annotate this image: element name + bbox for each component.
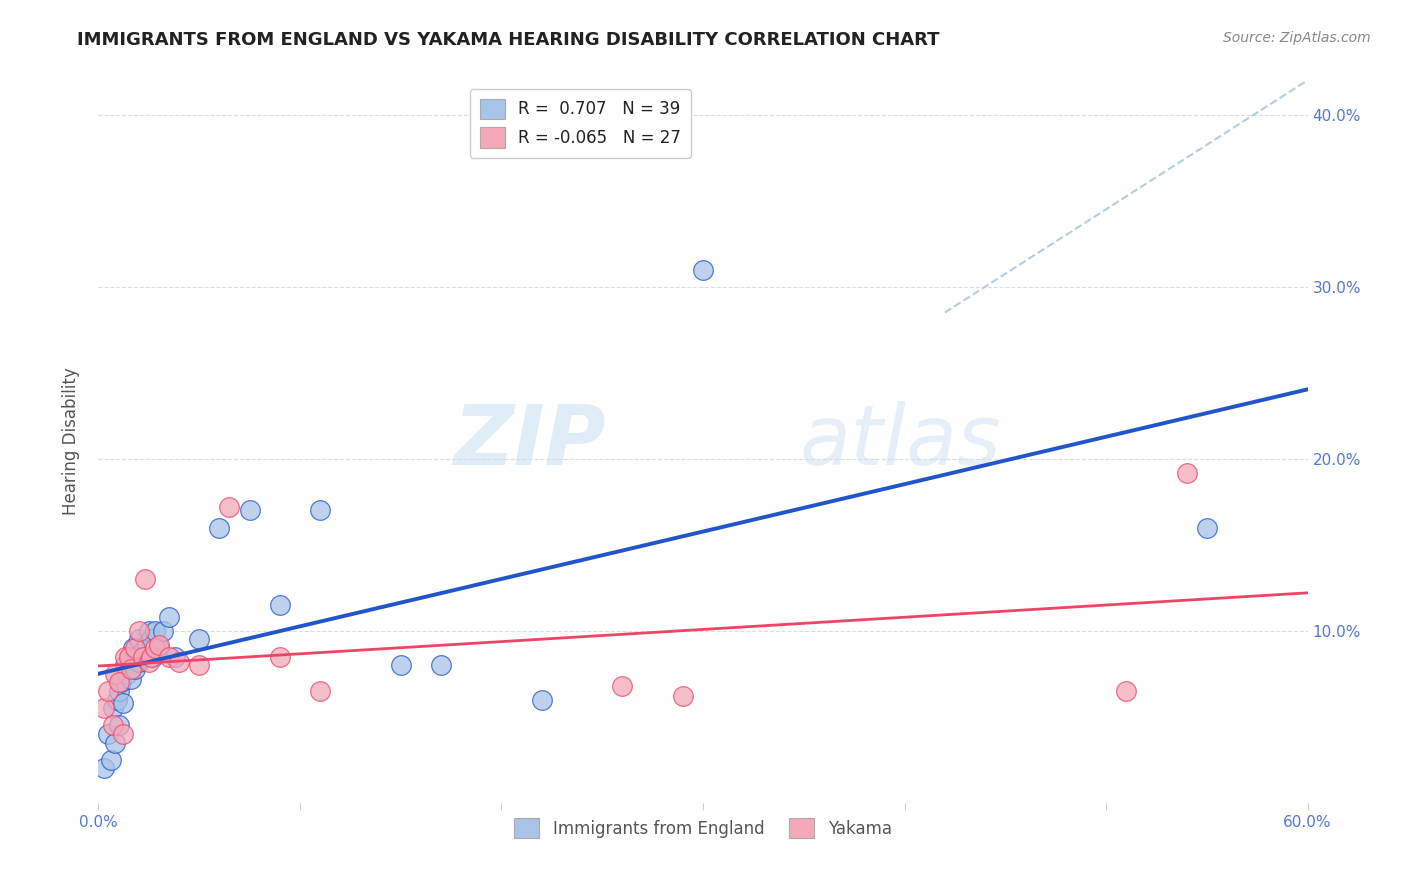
Point	[152, 624, 174, 638]
Point	[269, 649, 291, 664]
Point	[218, 500, 240, 514]
Point	[188, 658, 211, 673]
Text: Source: ZipAtlas.com: Source: ZipAtlas.com	[1223, 31, 1371, 45]
Point	[157, 610, 180, 624]
Y-axis label: Hearing Disability: Hearing Disability	[62, 368, 80, 516]
Point	[208, 520, 231, 534]
Point	[135, 638, 157, 652]
Point	[103, 735, 125, 749]
Point	[97, 727, 120, 741]
Point	[139, 649, 162, 664]
Point	[107, 684, 129, 698]
Point	[269, 598, 291, 612]
Point	[309, 684, 332, 698]
Point	[138, 624, 160, 638]
Point	[118, 649, 141, 664]
Point	[1175, 466, 1198, 480]
Point	[132, 644, 155, 658]
Point	[1115, 684, 1137, 698]
Point	[101, 718, 124, 732]
Point	[692, 262, 714, 277]
Text: atlas: atlas	[800, 401, 1001, 482]
Point	[138, 655, 160, 669]
Point	[309, 503, 332, 517]
Point	[103, 666, 125, 681]
Point	[120, 672, 142, 686]
Point	[389, 658, 412, 673]
Point	[128, 655, 150, 669]
Point	[134, 572, 156, 586]
Point	[111, 727, 134, 741]
Point	[132, 649, 155, 664]
Point	[115, 666, 138, 681]
Point	[114, 649, 136, 664]
Point	[124, 662, 146, 676]
Point	[148, 640, 170, 655]
Point	[530, 692, 553, 706]
Point	[1195, 520, 1218, 534]
Point	[111, 696, 134, 710]
Point	[93, 701, 115, 715]
Point	[93, 761, 115, 775]
Point	[612, 679, 634, 693]
Point	[107, 718, 129, 732]
Text: IMMIGRANTS FROM ENGLAND VS YAKAMA HEARING DISABILITY CORRELATION CHART: IMMIGRANTS FROM ENGLAND VS YAKAMA HEARIN…	[77, 31, 939, 49]
Point	[167, 655, 190, 669]
Point	[239, 503, 262, 517]
Point	[163, 649, 186, 664]
Point	[121, 640, 143, 655]
Point	[118, 649, 141, 664]
Point	[143, 624, 166, 638]
Point	[124, 640, 146, 655]
Point	[139, 632, 162, 647]
Point	[101, 701, 124, 715]
Point	[142, 649, 165, 664]
Point	[188, 632, 211, 647]
Point	[120, 662, 142, 676]
Point	[157, 649, 180, 664]
Legend: Immigrants from England, Yakama: Immigrants from England, Yakama	[508, 812, 898, 845]
Point	[672, 689, 695, 703]
Text: ZIP: ZIP	[454, 401, 606, 482]
Point	[148, 638, 170, 652]
Point	[128, 624, 150, 638]
Point	[110, 675, 132, 690]
Point	[100, 753, 122, 767]
Point	[105, 692, 128, 706]
Point	[128, 632, 150, 647]
Point	[125, 649, 148, 664]
Point	[107, 675, 129, 690]
Point	[114, 658, 136, 673]
Point	[143, 640, 166, 655]
Point	[97, 684, 120, 698]
Point	[430, 658, 453, 673]
